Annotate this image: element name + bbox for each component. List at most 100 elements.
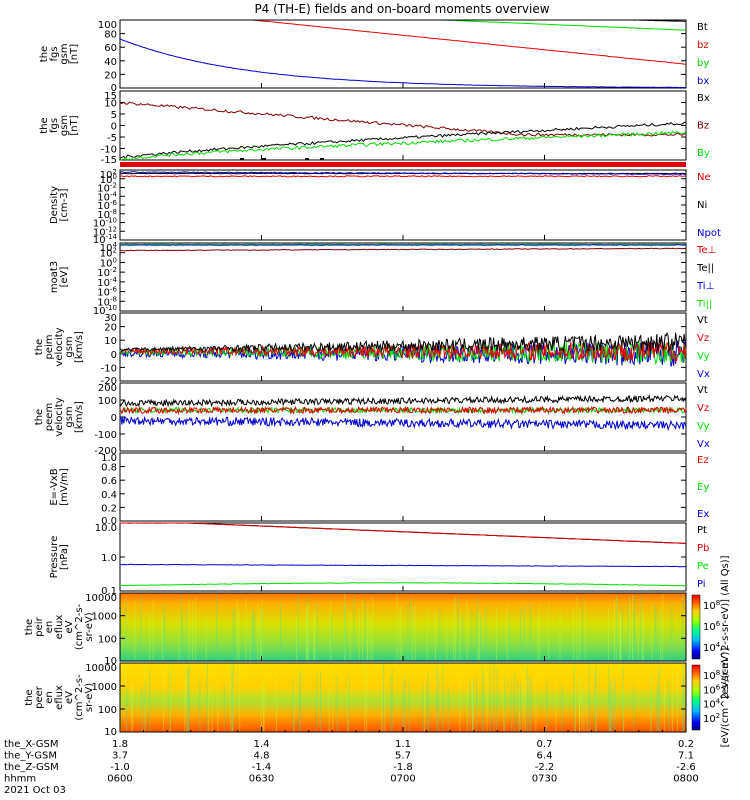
panel-8: 10.0 1.0 0.1 Pressure [nPa] Pt Pb Pe Pi (49, 522, 709, 597)
x-axis-row-label: hhmm (4, 774, 36, 785)
legend-entry-bx: bx (697, 76, 709, 87)
y-tick-label: 15 (104, 91, 117, 102)
y-tick-label: 1.0 (101, 453, 117, 464)
y-axis-label-line: Pressure (49, 536, 60, 579)
y-tick-label: 10-8 (97, 295, 117, 308)
y-tick-label: 102 (100, 168, 117, 181)
y-tick-label: 10-2 (97, 182, 117, 195)
y-axis-label-line: the (24, 619, 35, 635)
colorbar-tick-label: 106 (703, 683, 721, 696)
y-tick-label: 10-8 (97, 208, 117, 221)
y-tick-label: 102 (100, 247, 117, 260)
flag-mark (240, 158, 244, 160)
panel-frame (119, 452, 687, 522)
legend-entry-vz: Vz (697, 333, 709, 344)
x-tick-label: 4.8 (254, 751, 270, 762)
y-tick-label: 10000 (85, 663, 117, 674)
y-axis-label-line: [nPa] (59, 544, 70, 570)
y-tick-label: 0.6 (101, 476, 117, 487)
y-tick-label: 0 (111, 350, 117, 361)
legend-entry-vt: Vt (697, 315, 708, 326)
colorbar-tick-label: 108 (703, 599, 720, 612)
legend-entry-ti⊥: Ti⊥ (696, 281, 714, 292)
y-axis-label-line: en (44, 621, 55, 634)
legend-entry-vx: Vx (697, 439, 710, 450)
y-tick-label: 100 (98, 20, 117, 31)
y-tick-label: -200 (94, 446, 117, 457)
y-tick-label: 100 (98, 396, 117, 407)
y-tick-label: 10 (104, 656, 117, 667)
y-tick-label: 20 (104, 70, 117, 81)
y-tick-label: 10 (104, 727, 117, 738)
x-axis-row-label: the_Y-GSM (4, 751, 57, 762)
y-axis-label: Pressure [nPa] (49, 536, 70, 579)
y-axis-label-line: [km/s] (74, 401, 85, 433)
y-tick-label: 0.1 (101, 586, 117, 597)
colorbar-tick-label: 108 (703, 669, 720, 682)
y-axis-label: moat3 [eV] (49, 261, 70, 293)
legend-entry-by: By (697, 148, 710, 159)
legend-entry-pb: Pb (697, 543, 709, 554)
y-axis-label-line: eflux (54, 615, 65, 640)
flag-mark (262, 158, 266, 160)
y-tick-label: 80 (104, 30, 117, 41)
panel-frame (119, 90, 687, 161)
y-tick-label: 0.2 (101, 503, 117, 514)
trace-vz (119, 341, 687, 363)
y-axis-label-line: peer (34, 685, 45, 709)
y-tick-label: 0.0 (101, 516, 117, 527)
legend-entry-ni: Ni (697, 200, 707, 211)
y-axis-label-line: [nT] (69, 44, 80, 64)
flag-bar (120, 162, 686, 167)
x-tick-label: -2.2 (535, 762, 555, 773)
y-tick-label: 10 (104, 99, 117, 110)
y-tick-label: 10-14 (93, 233, 118, 246)
trace-ne (119, 175, 687, 178)
x-tick-label: 0.2 (678, 739, 694, 750)
y-axis-label-line: eV (64, 691, 75, 704)
y-axis-label: Density [cm-3] (49, 186, 70, 224)
x-axis-row-label: 2021 Oct 03 (4, 785, 66, 796)
x-tick-label: 1.4 (254, 739, 270, 750)
trace-pe (119, 582, 687, 587)
y-axis-label-line: fgs (49, 46, 60, 61)
panel-frame (119, 242, 687, 312)
y-axis-label-line: (cm^2-s- (74, 603, 85, 650)
y-tick-label: 30 (104, 313, 117, 324)
legend-entry-bz: Bz (697, 121, 709, 132)
y-axis-label-line: (cm^2-s- (74, 674, 85, 721)
y-tick-label: 10-2 (97, 266, 117, 279)
y-axis-label-line: sr-eV) (84, 612, 95, 641)
y-tick-label: 60 (104, 43, 117, 54)
y-tick-label: 100 (98, 634, 117, 645)
x-tick-label: 1.1 (395, 739, 411, 750)
x-axis-row-label: the_Z-GSM (4, 762, 59, 773)
y-axis-label: the peem velocity gsm [km/s] (34, 397, 85, 436)
colorbar-label: [eV/(cm^2-s-sr-eV)] (720, 648, 731, 748)
x-tick-label: 3.7 (112, 751, 128, 762)
y-axis-label-line: moat3 (49, 261, 60, 293)
y-tick-label: 10-12 (93, 225, 117, 238)
y-tick-label: 104 (100, 241, 118, 254)
trace-bt (120, 19, 687, 22)
y-tick-label: 10-4 (97, 276, 117, 289)
y-axis-label-line: Density (49, 186, 60, 224)
y-axis-label-line: gsm (64, 336, 75, 357)
x-tick-label: 0630 (249, 774, 274, 785)
colorbar-tick-label: 106 (703, 620, 721, 633)
y-tick-label: 1000 (92, 682, 117, 693)
y-axis-label-line: peir (34, 616, 45, 636)
y-tick-label: 200 (98, 383, 117, 394)
y-tick-label: -5 (107, 133, 117, 144)
y-tick-label: 40 (104, 57, 117, 68)
legend-entry-bx: Bx (697, 93, 710, 104)
trace-npot (119, 171, 687, 176)
trace-bz (119, 101, 687, 137)
y-tick-label: -10 (101, 145, 117, 156)
x-tick-label: 7.1 (678, 751, 694, 762)
x-tick-label: 0.7 (537, 739, 553, 750)
x-tick-label: -2.6 (676, 762, 696, 773)
y-tick-label: 10 (104, 336, 117, 347)
